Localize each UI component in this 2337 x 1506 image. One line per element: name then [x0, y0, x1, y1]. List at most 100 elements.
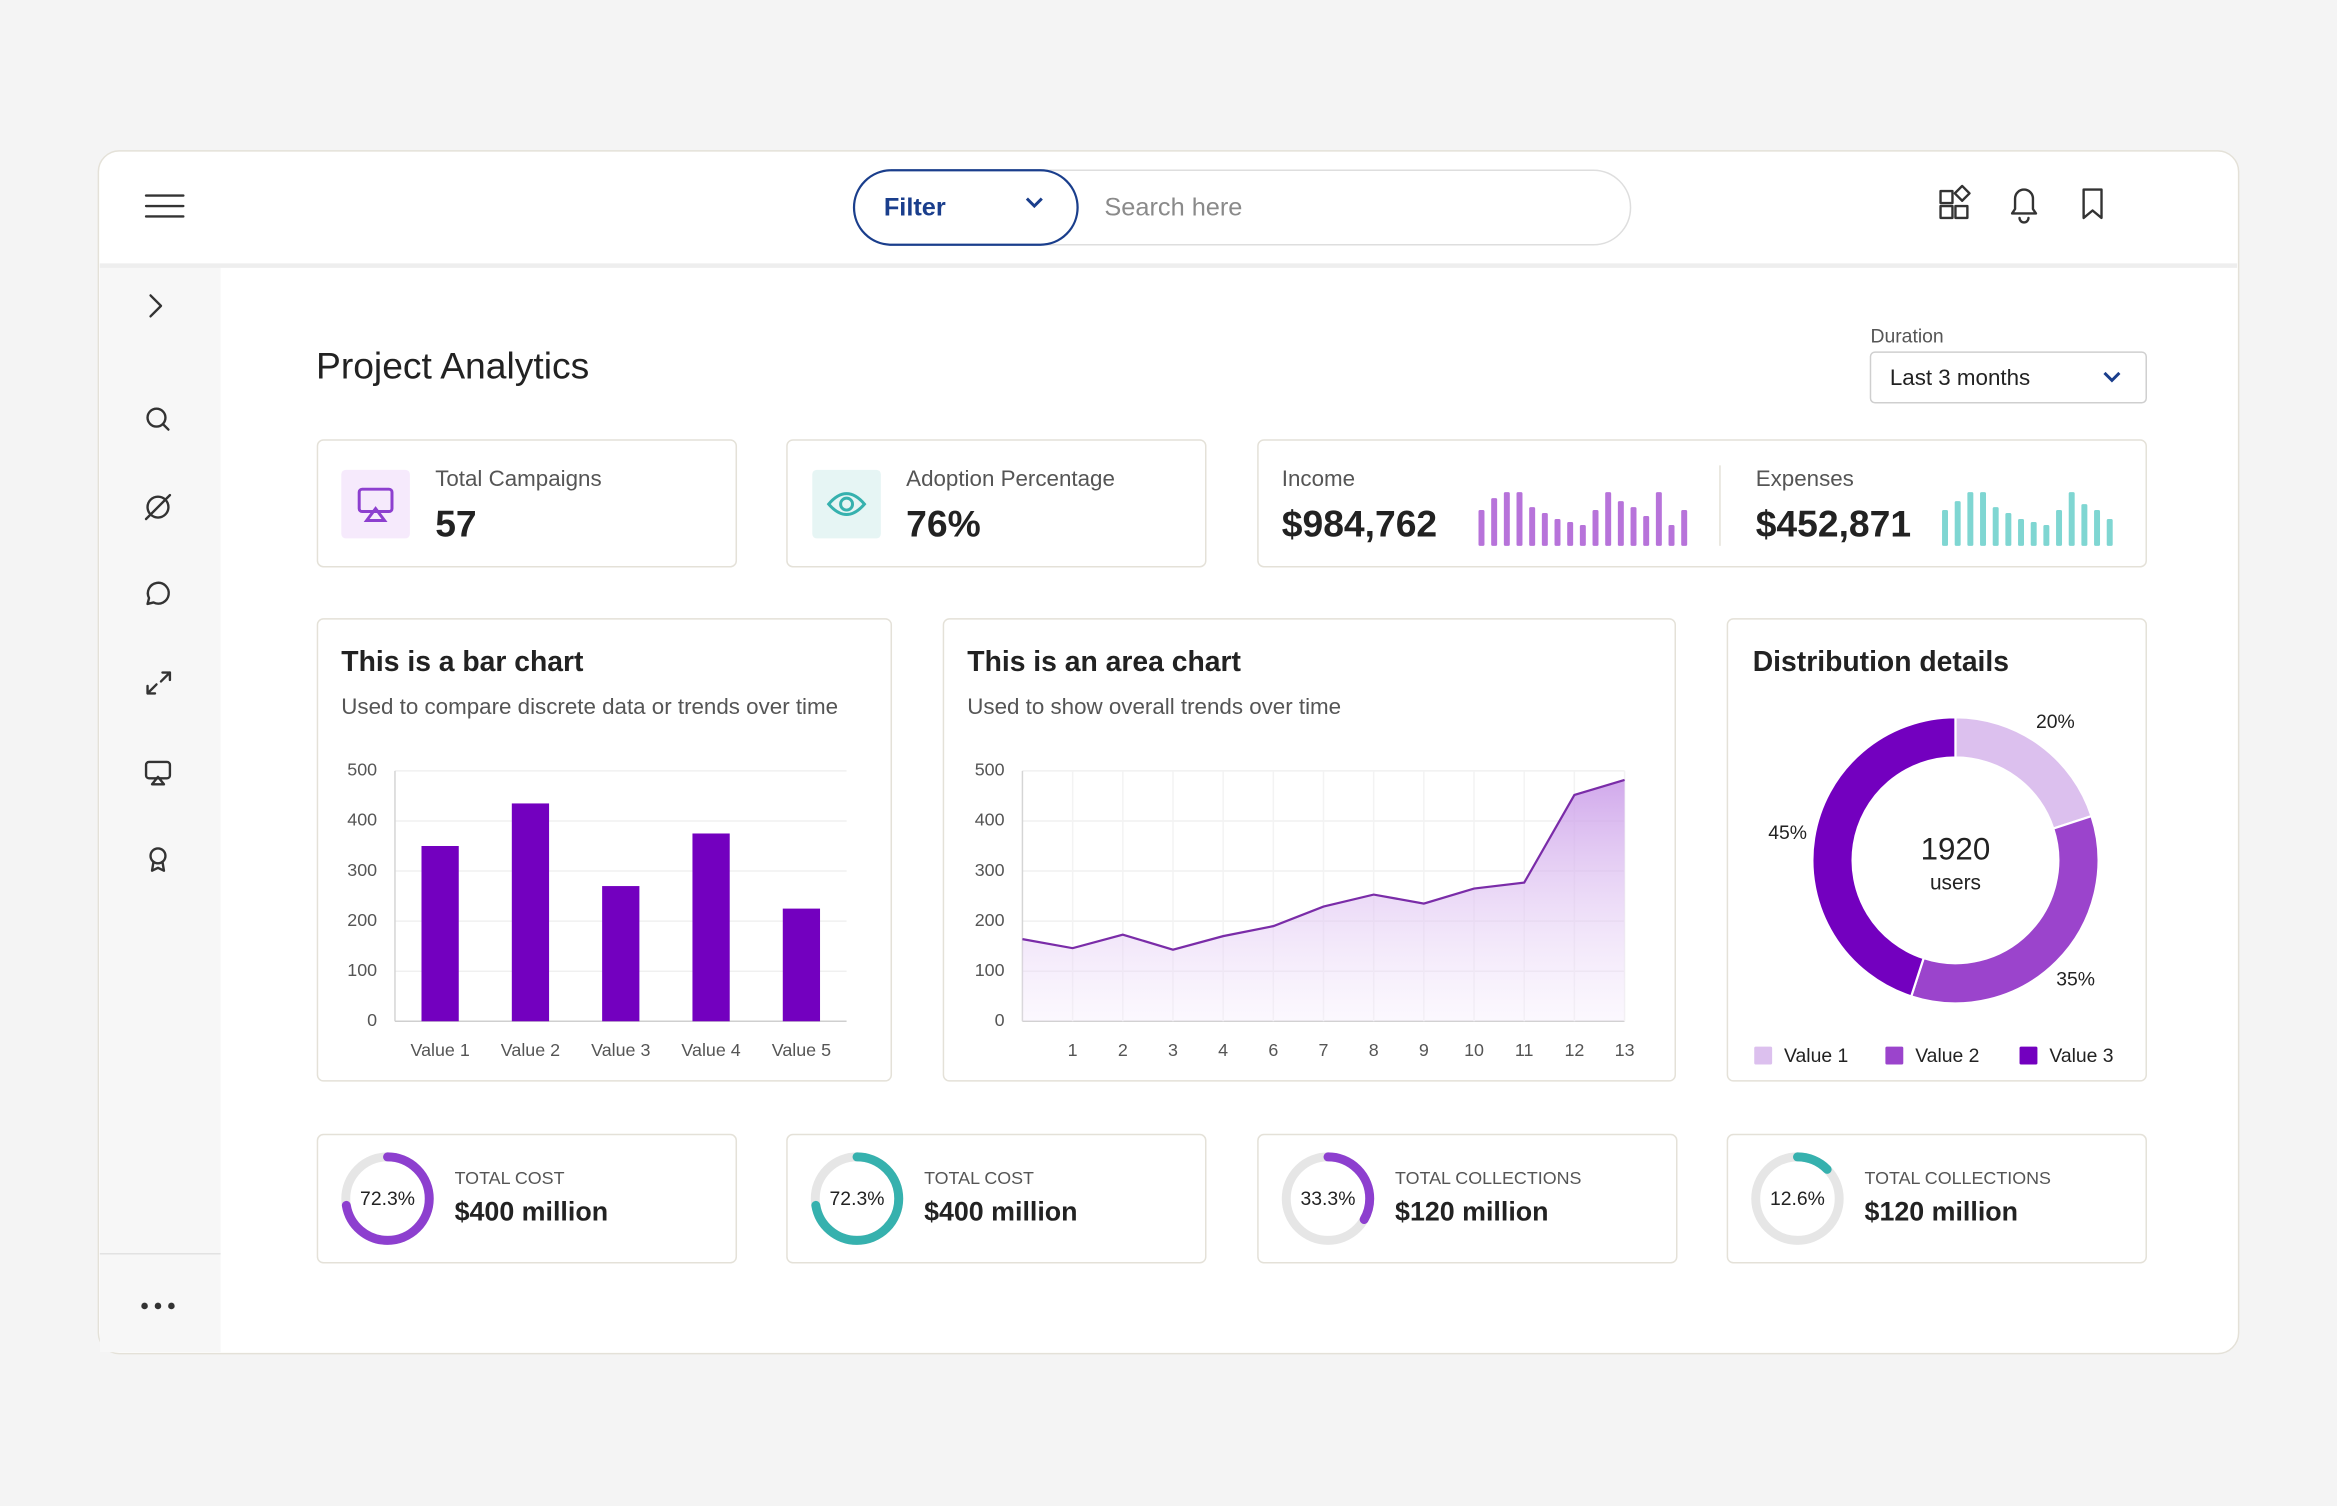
- y-tick-label: 300: [347, 860, 377, 880]
- x-tick-label: 12: [1564, 1040, 1584, 1060]
- y-tick-label: 400: [347, 810, 377, 830]
- summary-value: $120 million: [1865, 1197, 2019, 1227]
- donut-slice: [1811, 716, 1957, 998]
- spark-bar: [1554, 519, 1561, 546]
- present-nav[interactable]: [144, 760, 172, 786]
- progress-label: 33.3%: [1301, 1188, 1356, 1210]
- summary-value: $400 million: [455, 1197, 609, 1227]
- search-placeholder: Search here: [1104, 194, 1242, 222]
- duration-select[interactable]: [1869, 351, 2147, 404]
- messages-nav[interactable]: [146, 581, 170, 606]
- x-tick-label: 13: [1615, 1040, 1635, 1060]
- spark-bar: [1592, 510, 1599, 546]
- spark-bar: [1567, 521, 1574, 546]
- spark-bar: [2030, 521, 2037, 546]
- summary-label: TOTAL COLLECTIONS: [1865, 1168, 2051, 1188]
- y-tick-label: 100: [347, 960, 377, 980]
- duration-value: Last 3 months: [1890, 365, 2030, 390]
- y-tick-label: 100: [975, 960, 1005, 980]
- spark-bar: [1655, 492, 1662, 546]
- area-line: [1022, 778, 1625, 951]
- x-tick-label: 8: [1369, 1040, 1379, 1060]
- fullscreen-nav[interactable]: [146, 671, 172, 695]
- summary-label: TOTAL COST: [455, 1168, 565, 1188]
- legend-label: Value 3: [2049, 1045, 2113, 1067]
- spark-bar: [1980, 492, 1987, 546]
- explore-nav[interactable]: [144, 493, 172, 521]
- campaign-icon: [357, 487, 394, 522]
- chart-title: This is an area chart: [967, 645, 1241, 677]
- summary-card: [786, 1133, 1207, 1264]
- spark-bar: [2005, 513, 2012, 546]
- spark-bar: [1617, 501, 1624, 546]
- spark-bar: [2056, 510, 2063, 546]
- summary-value: $400 million: [924, 1197, 1078, 1227]
- filter-button[interactable]: [852, 169, 1079, 246]
- spark-bar: [1954, 501, 1961, 546]
- progress-label: 72.3%: [830, 1188, 885, 1210]
- y-tick-label: 200: [347, 910, 377, 930]
- donut-center-value: 1920: [1921, 832, 1991, 867]
- x-tick-label: Value 4: [681, 1040, 740, 1060]
- search-nav[interactable]: [146, 407, 170, 431]
- x-tick-label: 11: [1515, 1040, 1534, 1060]
- legend-label: Value 1: [1784, 1045, 1848, 1067]
- menu-button[interactable]: [144, 194, 185, 218]
- chart-title: Distribution details: [1753, 645, 2009, 677]
- donut-label: 20%: [2036, 711, 2075, 733]
- spark-bar: [1503, 492, 1510, 546]
- summary-label: TOTAL COLLECTIONS: [1395, 1168, 1581, 1188]
- spark-bar: [2094, 510, 2101, 546]
- spark-bar: [1643, 516, 1650, 546]
- y-tick-label: 0: [367, 1010, 377, 1030]
- summary-card: [1257, 1133, 1678, 1264]
- bar-chart-card: [316, 618, 893, 1082]
- x-tick-label: 9: [1419, 1040, 1429, 1060]
- donut-slice: [1909, 814, 2100, 1005]
- y-tick-label: 400: [975, 810, 1005, 830]
- spark-bar: [1967, 492, 1974, 546]
- campaign-icon-bg: [341, 469, 410, 539]
- finance-label: Expenses: [1756, 466, 1854, 491]
- legend-swatch: [2019, 1046, 2038, 1065]
- finance-value: $984,762: [1282, 502, 1437, 544]
- spark-bar: [2106, 519, 2113, 546]
- y-tick-label: 500: [975, 760, 1005, 780]
- legend-swatch: [1885, 1046, 1904, 1065]
- donut-label: 35%: [2056, 969, 2095, 991]
- awards-nav[interactable]: [149, 847, 167, 872]
- page-title: Project Analytics: [316, 344, 589, 386]
- x-tick-label: 2: [1118, 1040, 1128, 1060]
- y-tick-label: 0: [995, 1010, 1005, 1030]
- bar: [511, 803, 550, 1022]
- spark-bar: [1516, 492, 1523, 546]
- summary-card: [316, 1133, 738, 1264]
- spark-bar: [1942, 510, 1948, 546]
- spark-bar: [1668, 524, 1675, 546]
- expand-sidebar[interactable]: [149, 294, 163, 318]
- apps-icon[interactable]: [1939, 184, 1971, 220]
- bar: [421, 846, 459, 1022]
- area-fill: [1022, 779, 1625, 1022]
- spark-bar: [2043, 524, 2050, 546]
- legend-label: Value 2: [1915, 1045, 1979, 1067]
- x-tick-label: 10: [1464, 1040, 1484, 1060]
- bookmark-icon[interactable]: [2082, 188, 2103, 220]
- summary-card: [1726, 1133, 2147, 1264]
- notifications-icon[interactable]: [2010, 188, 2038, 224]
- kpi-value: 57: [435, 502, 476, 544]
- y-tick-label: 200: [975, 910, 1005, 930]
- spark-bar: [2018, 519, 2025, 546]
- progress-arc: [341, 1152, 434, 1245]
- chart-subtitle: Used to show overall trends over time: [967, 694, 1341, 719]
- x-tick-label: 4: [1218, 1040, 1228, 1060]
- filter-label: Filter: [884, 194, 946, 222]
- spark-bar: [1605, 492, 1612, 546]
- sidebar: [99, 264, 221, 1353]
- bar: [692, 833, 730, 1022]
- x-tick-label: 3: [1168, 1040, 1178, 1060]
- more-nav[interactable]: [141, 1302, 175, 1310]
- donut-center-label: users: [1930, 872, 1981, 895]
- summary-label: TOTAL COST: [924, 1168, 1034, 1188]
